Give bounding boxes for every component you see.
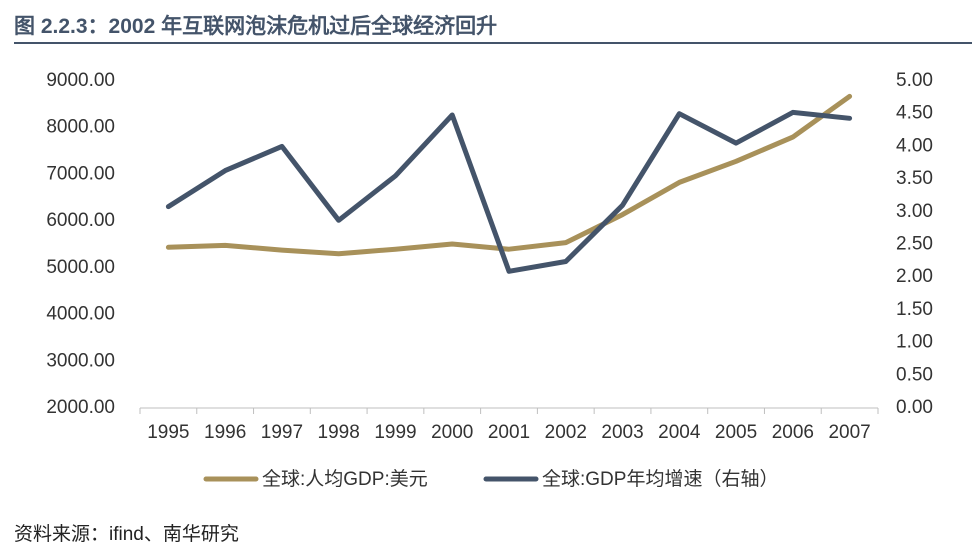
data-point <box>338 219 340 221</box>
data-point <box>224 244 226 246</box>
data-point <box>565 261 567 263</box>
x-axis-tick-label: 2001 <box>488 422 530 443</box>
data-point <box>792 136 794 138</box>
figure-title: 图 2.2.3：2002 年互联网泡沫危机过后全球经济回升 <box>14 15 498 38</box>
right-axis-tick-label: 2.00 <box>896 266 933 287</box>
right-axis-tick-label: 4.50 <box>896 103 933 124</box>
data-point <box>281 145 283 147</box>
data-point <box>622 214 624 216</box>
x-axis-tick-label: 2005 <box>715 422 757 443</box>
left-axis-tick-label: 3000.00 <box>46 350 115 371</box>
data-point <box>849 95 851 97</box>
data-point <box>394 175 396 177</box>
legend-label-2: 全球:GDP年均增速（右轴） <box>542 468 778 490</box>
legend: 全球:人均GDP:美元 全球:GDP年均增速（右轴） <box>203 468 778 490</box>
legend-label-1: 全球:人均GDP:美元 <box>262 468 428 490</box>
data-point <box>451 243 453 245</box>
x-axis: 1995 1996 1997 1998 1999 2000 2001 2002 2003 2004… <box>139 407 879 443</box>
x-axis-tick-label: 2002 <box>545 422 587 443</box>
right-axis-tick-label: 1.00 <box>896 332 933 353</box>
x-axis-tick-label: 2007 <box>828 422 870 443</box>
data-point <box>451 114 453 116</box>
right-axis-tick-label: 4.00 <box>896 135 933 156</box>
x-axis-tick-label: 1995 <box>147 422 189 443</box>
data-point <box>167 206 169 208</box>
left-axis-tick-label: 6000.00 <box>46 210 115 231</box>
data-point <box>508 248 510 250</box>
title-divider <box>14 42 972 44</box>
data-point <box>338 253 340 255</box>
right-axis-tick-label: 3.00 <box>896 201 933 222</box>
right-axis-tick-label: 1.50 <box>896 299 933 320</box>
data-point <box>224 170 226 172</box>
x-axis-tick-label: 1996 <box>204 422 246 443</box>
right-axis-tick-label: 2.50 <box>896 234 933 255</box>
series-layer <box>165 93 853 274</box>
x-axis-tick-label: 2004 <box>658 422 701 443</box>
x-axis-tick-label: 2006 <box>772 422 814 443</box>
data-point <box>281 249 283 251</box>
x-axis-tick-label: 1997 <box>261 422 303 443</box>
left-axis-tick-label: 7000.00 <box>46 163 115 184</box>
data-point <box>792 111 794 113</box>
x-axis-tick-label: 1998 <box>318 422 360 443</box>
left-axis-ticks: 9000.00 8000.00 7000.00 6000.00 5000.00 4000.… <box>46 70 115 418</box>
right-axis-tick-label: 5.00 <box>896 70 933 91</box>
left-axis-tick-label: 2000.00 <box>46 397 115 418</box>
right-axis-tick-label: 0.50 <box>896 364 933 385</box>
x-axis-tick-label: 2003 <box>601 422 643 443</box>
data-point <box>508 270 510 272</box>
left-axis-tick-label: 5000.00 <box>46 257 115 278</box>
right-axis-tick-label: 0.00 <box>896 397 933 418</box>
x-axis-tick-label: 1999 <box>374 422 416 443</box>
left-axis-tick-label: 9000.00 <box>46 70 115 91</box>
data-point <box>167 246 169 248</box>
data-point <box>394 248 396 250</box>
data-point <box>849 117 851 119</box>
right-axis-tick-label: 3.50 <box>896 168 933 189</box>
left-axis-tick-label: 4000.00 <box>46 304 115 325</box>
series-line-1 <box>165 93 853 257</box>
left-axis-tick-label: 8000.00 <box>46 117 115 138</box>
source-note: 资料来源：ifind、南华研究 <box>14 524 239 545</box>
data-point <box>622 204 624 206</box>
data-point <box>678 181 680 183</box>
data-point <box>565 242 567 244</box>
data-point <box>735 160 737 162</box>
data-point <box>735 142 737 144</box>
data-point <box>678 113 680 115</box>
x-axis-tick-label: 2000 <box>431 422 473 443</box>
right-axis-ticks: 5.00 4.50 4.00 3.50 3.00 2.50 2.00 1.50 1.00 0.50… <box>896 70 933 418</box>
